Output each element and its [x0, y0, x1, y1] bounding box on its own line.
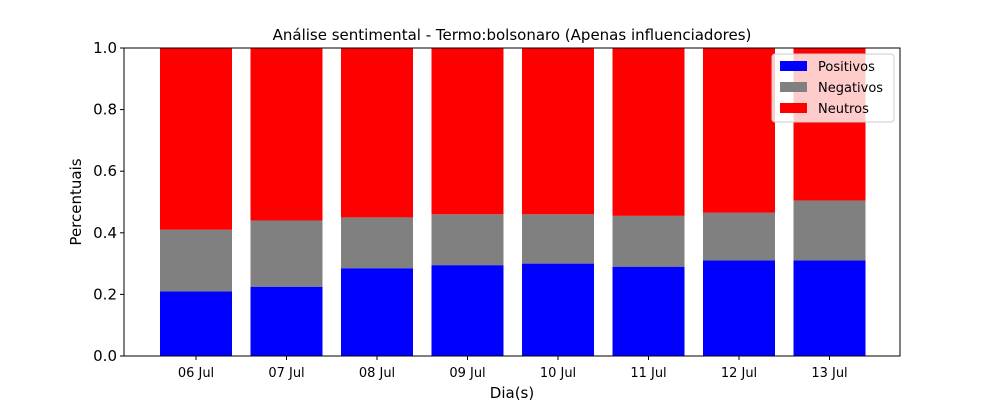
bar-positivos-1 — [160, 291, 232, 356]
legend-label-positivos: Positivos — [818, 60, 875, 75]
y-tick-label: 0.8 — [93, 101, 117, 119]
x-axis-label: Dia(s) — [490, 384, 534, 400]
x-tick-label: 13 Jul — [811, 366, 847, 381]
bar-negativos-7 — [703, 212, 775, 261]
bar-neutros-4 — [431, 48, 504, 215]
y-tick-label: 0.2 — [93, 285, 117, 303]
x-tick-label: 07 Jul — [268, 366, 304, 381]
bar-negativos-3 — [341, 217, 413, 269]
legend-label-neutros: Neutros — [818, 102, 869, 117]
bar-neutros-2 — [250, 48, 323, 221]
bars-group — [160, 48, 866, 356]
bar-positivos-2 — [250, 286, 323, 356]
legend-swatch-neutros — [780, 103, 807, 113]
bar-positivos-4 — [431, 265, 504, 356]
bar-neutros-1 — [160, 48, 232, 230]
bar-positivos-7 — [703, 260, 775, 356]
y-axis: 0.0 0.2 0.4 0.6 0.8 1.0 — [93, 39, 124, 365]
bar-neutros-7 — [703, 48, 775, 213]
y-axis-label: Percentuais — [67, 158, 85, 245]
x-tick-label: 11 Jul — [630, 366, 666, 381]
bar-negativos-2 — [250, 220, 323, 287]
bar-neutros-5 — [522, 48, 594, 215]
legend-swatch-positivos — [780, 61, 807, 71]
bar-negativos-1 — [160, 229, 232, 292]
x-tick-label: 06 Jul — [178, 366, 214, 381]
legend: Positivos Negativos Neutros — [771, 53, 895, 123]
bar-negativos-6 — [612, 215, 685, 267]
chart-title: Análise sentimental - Termo:bolsonaro (A… — [273, 26, 752, 44]
legend-swatch-negativos — [780, 82, 807, 92]
y-tick-label: 0.6 — [93, 162, 117, 180]
x-tick-label: 10 Jul — [540, 366, 576, 381]
bar-negativos-4 — [431, 214, 504, 266]
bar-positivos-5 — [522, 263, 594, 356]
x-tick-label: 12 Jul — [721, 366, 757, 381]
x-tick-label: 08 Jul — [359, 366, 395, 381]
y-tick-label: 0.4 — [93, 224, 117, 242]
bar-positivos-8 — [793, 260, 866, 356]
bar-negativos-8 — [793, 200, 866, 261]
bar-negativos-5 — [522, 214, 594, 264]
bar-neutros-3 — [341, 48, 413, 218]
bar-neutros-6 — [612, 48, 685, 216]
legend-label-negativos: Negativos — [818, 81, 883, 96]
y-tick-label: 1.0 — [93, 39, 117, 57]
plot-area-frame — [123, 47, 901, 357]
x-axis: 06 Jul 07 Jul 08 Jul 09 Jul 10 Jul 11 Jul 12 J… — [178, 356, 848, 381]
bar-positivos-6 — [612, 266, 685, 356]
y-tick-label: 0.0 — [93, 347, 117, 365]
bar-positivos-3 — [341, 268, 413, 356]
x-tick-label: 09 Jul — [449, 366, 485, 381]
